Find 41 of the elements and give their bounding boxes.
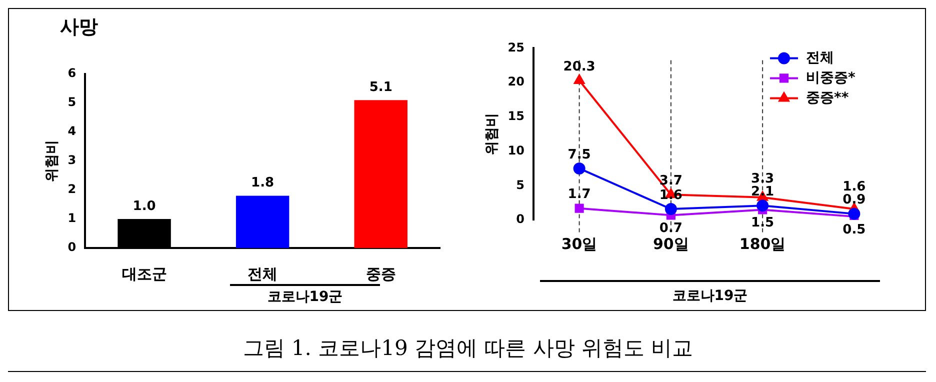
data-label: 20.3	[563, 59, 596, 74]
y-tick-label: 3	[68, 153, 76, 168]
y-tick-label: 1	[68, 211, 76, 226]
legend-label: 비중증*	[806, 70, 856, 86]
legend-label: 중증**	[806, 90, 850, 106]
y-tick-label: 4	[68, 124, 76, 138]
y-tick-label: 0	[516, 212, 524, 226]
data-label: 3.3	[751, 171, 774, 186]
y-tick-label: 0	[68, 240, 76, 254]
data-label: 1.8	[251, 176, 274, 191]
legend-label: 전체	[806, 50, 834, 66]
y-axis-title: 위험비	[44, 140, 60, 182]
data-label: 5.1	[369, 80, 392, 95]
y-tick-label: 5	[516, 178, 524, 192]
y-tick-label: 10	[508, 143, 524, 158]
data-label: 1.5	[751, 216, 774, 231]
data-label: 7.5	[568, 147, 591, 162]
data-label: 0.9	[842, 192, 866, 208]
x-axis-title: 코로나19군	[671, 287, 749, 305]
x-tick-label: 대조군	[122, 264, 167, 283]
x-tick-label: 전체	[248, 264, 278, 283]
y-tick-label: 25	[508, 40, 524, 54]
x-tick-label: 중증	[366, 264, 396, 283]
y-axis-title: 위험비	[484, 113, 500, 156]
y-tick-label: 15	[508, 109, 524, 124]
y-tick-label: 2	[68, 182, 76, 196]
data-label: 1.6	[842, 180, 866, 195]
x-axis-title: 코로나19군	[266, 288, 344, 306]
x-tick-label: 30일	[561, 234, 598, 253]
x-tick-label: 90일	[653, 234, 689, 253]
data-label: 1.7	[568, 187, 591, 202]
data-label: 3.7	[659, 173, 682, 188]
x-tick-label: 180일	[739, 234, 786, 253]
caption: 그림 1. 코로나19 감염에 따른 사망 위험도 비교	[242, 335, 694, 362]
chart-title: 사망	[60, 15, 98, 40]
y-tick-label: 5	[68, 95, 76, 110]
data-label: 0.5	[842, 222, 866, 238]
y-tick-label: 6	[68, 66, 76, 80]
data-label: 1.0	[132, 198, 156, 214]
y-tick-label: 20	[508, 74, 524, 89]
data-label: 0.7	[659, 221, 682, 236]
